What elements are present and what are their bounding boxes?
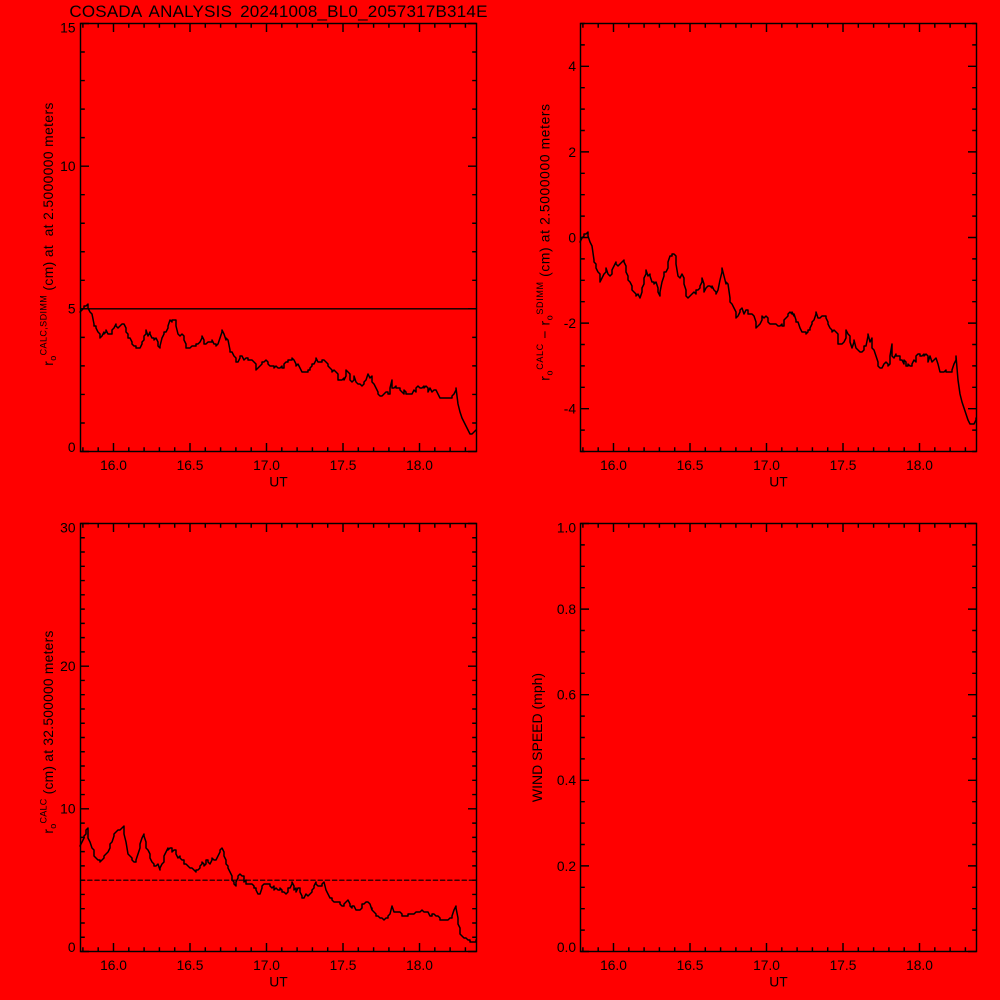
svg-text:-2: -2 — [564, 316, 576, 331]
svg-text:30: 30 — [60, 521, 76, 536]
svg-text:16.0: 16.0 — [100, 958, 127, 973]
svg-text:20: 20 — [60, 659, 76, 674]
svg-text:1.0: 1.0 — [557, 521, 577, 536]
svg-text:10: 10 — [60, 159, 76, 174]
svg-text:roCALC,SDIMM (cm) at at 2.500: roCALC,SDIMM (cm) at at 2.5000000 meters — [39, 102, 59, 366]
svg-text:17.0: 17.0 — [253, 458, 280, 473]
svg-text:18.0: 18.0 — [906, 458, 933, 473]
svg-text:roCALC − roSDIMM (cm) at 2.500: roCALC − roSDIMM (cm) at 2.5000000 meter… — [535, 103, 555, 380]
svg-text:16.5: 16.5 — [677, 958, 704, 973]
svg-text:17.5: 17.5 — [330, 458, 357, 473]
svg-text:16.5: 16.5 — [177, 458, 204, 473]
svg-text:16.0: 16.0 — [600, 458, 627, 473]
svg-text:16.0: 16.0 — [600, 958, 627, 973]
svg-text:0.8: 0.8 — [557, 602, 577, 617]
svg-text:15: 15 — [60, 21, 76, 36]
svg-text:2: 2 — [568, 145, 576, 160]
svg-text:16.0: 16.0 — [100, 458, 127, 473]
svg-text:5: 5 — [68, 302, 76, 317]
svg-text:UT: UT — [269, 975, 288, 990]
svg-text:0: 0 — [68, 940, 76, 955]
svg-text:0.6: 0.6 — [557, 688, 577, 703]
svg-text:roCALC (cm) at 32.500000 meter: roCALC (cm) at 32.500000 meters — [39, 630, 59, 833]
svg-text:18.0: 18.0 — [906, 958, 933, 973]
svg-text:UT: UT — [769, 975, 788, 990]
svg-text:UT: UT — [269, 475, 288, 490]
svg-text:17.0: 17.0 — [753, 958, 780, 973]
svg-text:10: 10 — [60, 802, 76, 817]
svg-text:0.0: 0.0 — [557, 940, 577, 955]
svg-text:4: 4 — [568, 59, 576, 74]
svg-text:COSADA ANALYSIS 20241008_BL0_2: COSADA ANALYSIS 20241008_BL0_2057317B314… — [69, 2, 487, 21]
svg-text:WIND SPEED (mph): WIND SPEED (mph) — [529, 673, 545, 802]
svg-text:16.5: 16.5 — [677, 458, 704, 473]
svg-text:16.5: 16.5 — [177, 958, 204, 973]
svg-text:18.0: 18.0 — [406, 458, 433, 473]
svg-text:UT: UT — [769, 475, 788, 490]
svg-text:0.2: 0.2 — [557, 859, 576, 874]
svg-text:17.5: 17.5 — [830, 958, 857, 973]
svg-text:17.5: 17.5 — [330, 958, 357, 973]
svg-text:18.0: 18.0 — [406, 958, 433, 973]
svg-text:17.0: 17.0 — [753, 458, 780, 473]
svg-text:0: 0 — [68, 440, 76, 455]
svg-text:0: 0 — [568, 230, 576, 245]
svg-text:0.4: 0.4 — [557, 773, 577, 788]
svg-text:-4: -4 — [564, 402, 577, 417]
svg-text:17.5: 17.5 — [830, 458, 857, 473]
svg-text:17.0: 17.0 — [253, 958, 280, 973]
